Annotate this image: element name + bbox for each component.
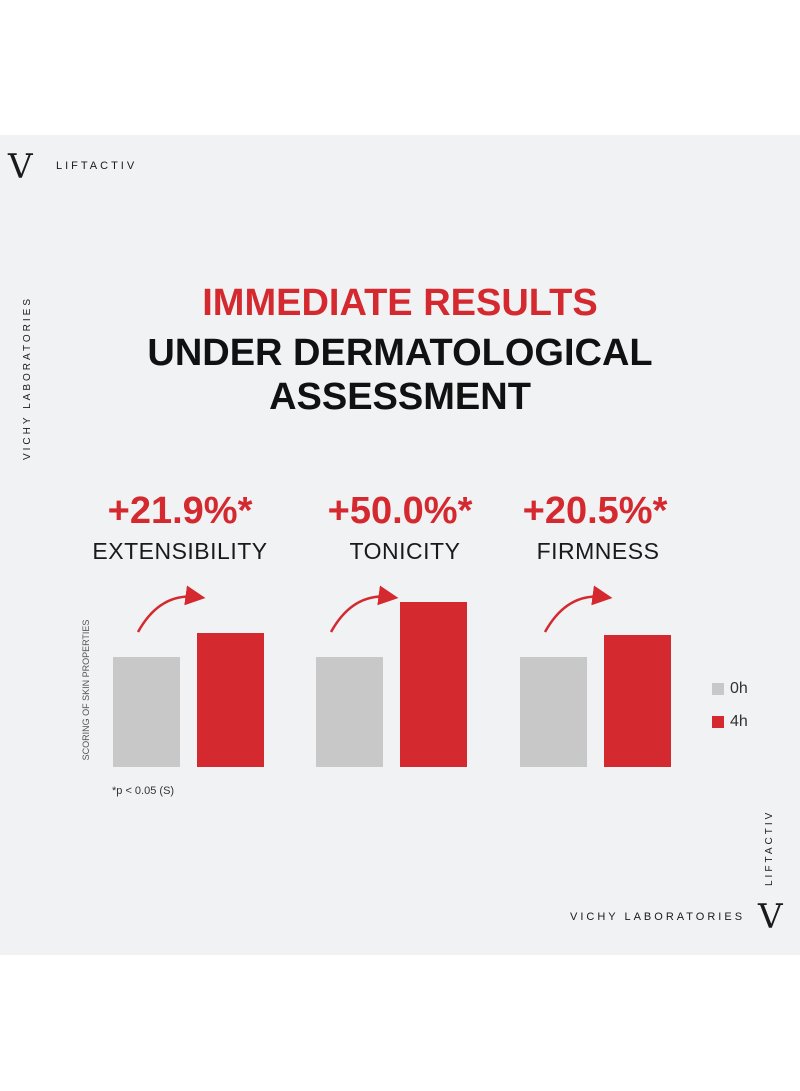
content-panel [0, 135, 800, 955]
category-label-tonicity: TONICITY [349, 538, 461, 564]
bar-extensibility-0h [113, 657, 180, 767]
bar-firmness-4h [604, 634, 671, 767]
change-label-extensibility: +21.9%* [107, 490, 253, 532]
bar-extensibility-4h [197, 633, 264, 767]
change-label-tonicity: +50.0%* [327, 490, 473, 532]
company-name-bottom: VICHY LABORATORIES [570, 911, 746, 923]
headline-immediate-results: IMMEDIATE RESULTS [202, 282, 598, 324]
legend-4h: 4h [712, 713, 748, 731]
product-name-top: LIFTACTIV [56, 160, 138, 172]
legend-0h: 0h [712, 680, 748, 698]
bar-tonicity-0h [316, 657, 383, 767]
legend-swatch-4h [712, 716, 724, 728]
legend-label-4h: 4h [730, 713, 748, 730]
category-label-extensibility: EXTENSIBILITY [92, 538, 268, 564]
bar-firmness-0h [520, 657, 587, 767]
vichy-logo-bottom: V [758, 897, 783, 937]
bar-tonicity-4h [400, 602, 467, 767]
category-label-firmness: FIRMNESS [536, 538, 660, 564]
headline-under-dermatological: UNDER DERMATOLOGICAL [147, 332, 653, 374]
vichy-logo-top: V [8, 147, 33, 187]
change-label-firmness: +20.5%* [522, 490, 668, 532]
footnote-significance: *p < 0.05 (S) [112, 785, 175, 797]
y-axis-label: SCORING OF SKIN PROPERTIES [81, 619, 91, 761]
legend-swatch-0h [712, 683, 724, 695]
legend-label-0h: 0h [730, 680, 748, 697]
headline-assessment: ASSESSMENT [269, 376, 531, 418]
product-name-vertical: LIFTACTIV [764, 809, 775, 886]
